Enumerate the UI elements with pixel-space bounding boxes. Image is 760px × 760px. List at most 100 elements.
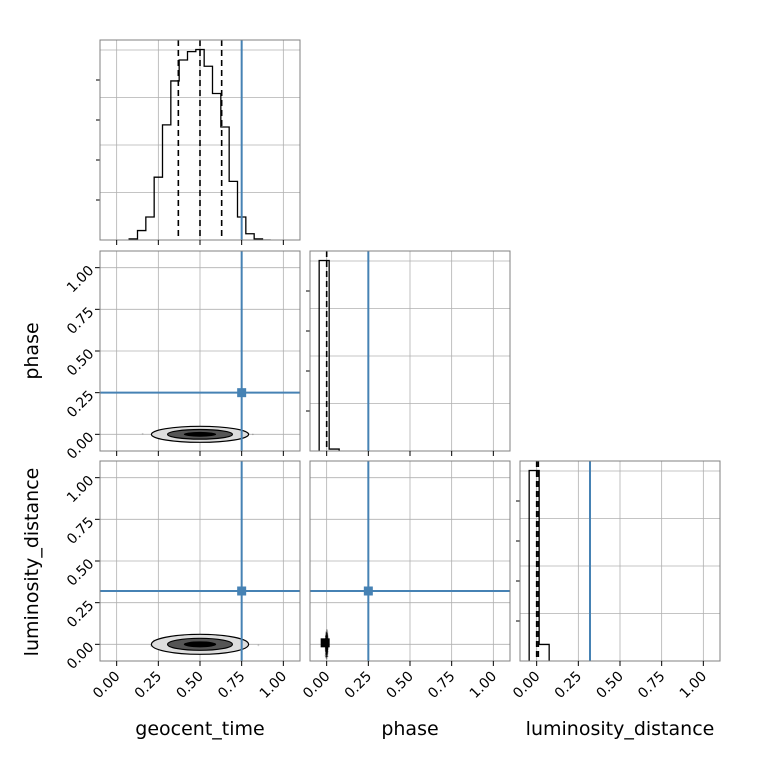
sample-point (325, 647, 328, 650)
sample-point (325, 649, 328, 652)
sample-point (326, 648, 329, 651)
sample-point (326, 649, 329, 652)
sample-point (325, 652, 328, 655)
sample-point (326, 647, 329, 649)
sample-point (325, 648, 328, 651)
sample-point (325, 634, 327, 637)
sample-point (325, 631, 328, 634)
sample-point (325, 648, 328, 651)
sample-point (325, 648, 328, 651)
sample-point (326, 652, 329, 654)
sample-point (326, 647, 328, 650)
sample-point (326, 633, 329, 636)
sample-point (326, 648, 329, 650)
sample-point (325, 653, 328, 656)
sample-point (326, 647, 328, 650)
sample-point (325, 647, 328, 649)
sample-point (326, 630, 329, 633)
sample-point (325, 655, 328, 658)
density-block (320, 638, 330, 648)
xtick-label: 0.50 (173, 669, 206, 702)
histogram-geocent_time (128, 48, 271, 240)
sample-point (326, 649, 329, 652)
sample-point (325, 635, 327, 638)
sample-point (326, 650, 329, 653)
sample-point (325, 646, 328, 649)
sample-point (326, 649, 328, 651)
sample-point (326, 647, 328, 650)
sample-point (326, 654, 328, 656)
sample-point (325, 647, 328, 650)
sample-point (325, 648, 328, 651)
sample-point (326, 648, 329, 651)
sample-point (325, 653, 328, 655)
sample-point (326, 647, 329, 650)
sample-point (326, 647, 328, 649)
sample-point (325, 650, 328, 653)
sample-point (326, 648, 328, 651)
sample-point (326, 650, 329, 653)
sample-point (325, 651, 328, 654)
sample-point (325, 648, 328, 651)
sample-point (325, 632, 328, 635)
sample-point (326, 631, 329, 634)
sample-point (325, 653, 328, 656)
sample-point (326, 653, 328, 656)
sample-point (325, 635, 328, 638)
sample-point (324, 649, 327, 652)
sample-point (325, 636, 328, 638)
sample-point (325, 649, 328, 652)
sample-point (325, 633, 328, 636)
sample-point (326, 651, 329, 654)
xtick-label: 0.50 (383, 669, 416, 702)
sample-point (325, 648, 328, 650)
sample-point (325, 647, 328, 650)
sample-point (326, 633, 329, 636)
sample-point (325, 650, 327, 653)
ytick-label: 0.00 (64, 639, 97, 672)
sample-point (325, 632, 328, 635)
sample-point (325, 635, 328, 638)
sample-point (325, 647, 328, 650)
sample-point (325, 636, 328, 639)
sample-point (325, 649, 328, 651)
sample-point (326, 647, 328, 649)
sample-point (325, 632, 328, 635)
sample-point (325, 648, 328, 651)
histogram-phase (318, 259, 340, 451)
sample-point (326, 634, 328, 637)
xtick-label: 0.75 (635, 669, 668, 702)
sample-point (325, 647, 328, 650)
sample-point (325, 633, 328, 636)
sample-point (325, 648, 327, 650)
sample-point (325, 647, 328, 649)
scatter-geocent_time_vs_phase (141, 425, 254, 443)
sample-point (325, 649, 328, 652)
sample-point (325, 650, 328, 652)
sample-point (325, 649, 328, 652)
sample-point (325, 649, 328, 651)
sample-point (326, 648, 328, 651)
sample-point (325, 648, 328, 651)
sample-point (325, 647, 328, 649)
sample-point (324, 652, 327, 655)
sample-point (326, 635, 328, 638)
histogram-luminosity_distance (528, 469, 550, 661)
sample-point (325, 634, 328, 637)
sample-point (326, 632, 329, 635)
sample-point (326, 651, 328, 653)
sample-point (326, 636, 329, 639)
sample-point (325, 636, 328, 638)
sample-point (325, 651, 328, 654)
sample-point (325, 650, 328, 653)
sample-point (326, 632, 329, 635)
sample-point (325, 652, 328, 655)
xtick-label: 1.00 (467, 669, 500, 702)
sample-point (325, 634, 327, 637)
sample-point (326, 634, 328, 637)
sample-point (325, 655, 328, 658)
sample-point (325, 651, 328, 654)
sample-point (325, 648, 328, 651)
sample-point (325, 647, 328, 650)
